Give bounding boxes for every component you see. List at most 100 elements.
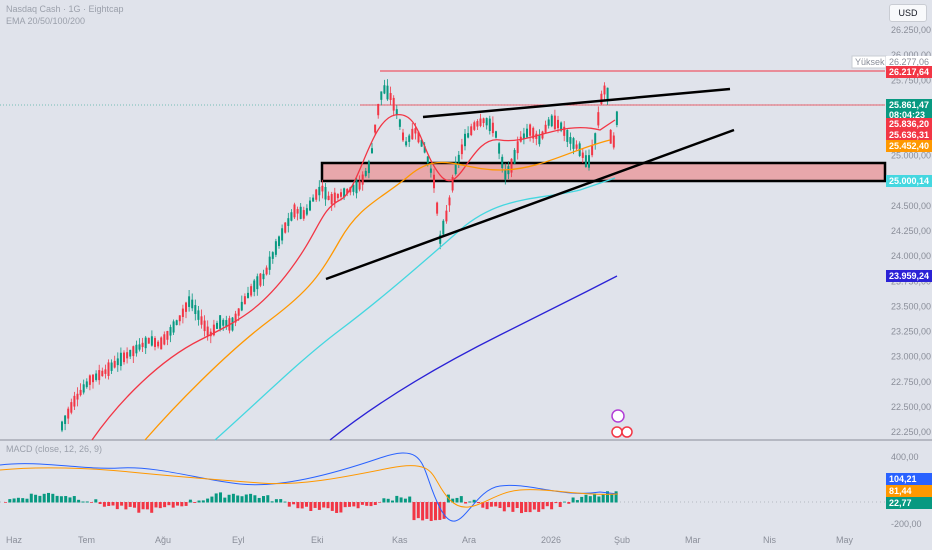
candle-body	[346, 188, 349, 194]
x-tick-label: Eyl	[232, 535, 245, 545]
macd-histogram-bar	[253, 495, 257, 503]
candle-body	[588, 155, 590, 168]
macd-histogram-bar	[528, 502, 532, 513]
histogram-tag: 22,77	[889, 498, 912, 508]
macd-histogram-bar	[249, 493, 253, 503]
candle-body	[237, 308, 240, 316]
macd-histogram-bar	[593, 493, 597, 503]
candle-body	[129, 349, 132, 357]
event-flag-icon	[621, 426, 633, 438]
macd-histogram-bar	[55, 495, 59, 503]
candle-body	[473, 122, 476, 130]
candle-body	[271, 252, 274, 259]
macd-histogram-bar	[459, 496, 463, 503]
candle-body	[324, 187, 327, 200]
macd-histogram-bar	[180, 502, 184, 507]
macd-histogram-bar	[515, 502, 519, 509]
ema20-tag: 25.836,20	[889, 119, 929, 129]
candle-body	[107, 362, 110, 376]
macd-histogram-bar	[206, 498, 210, 503]
macd-histogram-bar	[21, 498, 25, 503]
macd-histogram-bar	[352, 502, 356, 507]
macd-histogram-bar	[360, 502, 364, 505]
candle-body	[485, 118, 488, 126]
macd-histogram-bar	[197, 500, 201, 503]
ema20-tag-bg	[886, 118, 932, 130]
candle-body	[553, 115, 556, 130]
candle-body	[547, 119, 550, 126]
macd-histogram-bar	[356, 502, 360, 509]
macd-histogram-bar	[412, 502, 416, 521]
candle-body	[219, 315, 222, 329]
candle-body	[315, 189, 318, 200]
macd-histogram-bar	[102, 502, 106, 507]
macd-tag-bg	[886, 473, 932, 485]
macd-histogram-bar	[524, 502, 528, 513]
candle-body	[212, 324, 215, 336]
candle-body	[318, 186, 321, 196]
candle-body	[284, 222, 287, 233]
macd-histogram-bar	[257, 497, 261, 503]
y-tick-label: 22.250,00	[891, 427, 931, 437]
candle-body	[454, 161, 457, 175]
macd-histogram-bar	[455, 497, 459, 503]
x-tick-label: Nis	[763, 535, 776, 545]
x-tick-label: Mar	[685, 535, 701, 545]
candle-body	[178, 315, 181, 322]
macd-histogram-bar	[47, 492, 50, 503]
candle-body	[333, 192, 336, 203]
candle-body	[560, 122, 563, 131]
macd-histogram-bar	[244, 494, 248, 503]
candle-body	[600, 93, 603, 104]
macd-histogram-bar	[12, 498, 16, 503]
candle-body	[163, 334, 166, 345]
macd-histogram-bar	[201, 500, 205, 503]
macd-histogram-bar	[550, 502, 554, 510]
candle-body	[243, 296, 246, 305]
candle-body	[206, 326, 209, 336]
candle-body	[240, 301, 243, 311]
candle-body	[584, 155, 587, 167]
candle-body	[61, 421, 63, 431]
macd-histogram-bar	[4, 502, 7, 503]
candle-body	[321, 185, 324, 192]
candle-body	[603, 85, 606, 95]
candle-body	[569, 137, 572, 144]
candle-body	[501, 156, 504, 168]
candle-body	[79, 389, 82, 396]
candle-body	[147, 337, 150, 344]
macd-histogram-bar	[90, 502, 93, 503]
candle-body	[132, 346, 135, 357]
macd-histogram-bar	[343, 502, 347, 508]
support-tag: 25.000,14	[889, 176, 929, 186]
macd-legend: MACD (close, 12, 26, 9)	[6, 444, 102, 454]
candle-body	[414, 128, 417, 134]
candle-body	[510, 158, 513, 173]
candle-body	[395, 109, 398, 115]
candle-body	[417, 131, 420, 143]
candle-body	[460, 144, 463, 155]
symbol-title: Nasdaq Cash · 1G · Eightcap	[6, 4, 124, 14]
candle-body	[374, 124, 377, 133]
candle-body	[299, 206, 302, 219]
macd-histogram-bar	[223, 497, 227, 503]
candle-body	[169, 327, 172, 336]
macd-histogram-bar	[610, 494, 614, 503]
macd-histogram-bar	[29, 493, 33, 503]
candle-body	[144, 337, 147, 349]
macd-histogram-bar	[77, 499, 81, 503]
countdown-tag: 08:04:23	[889, 110, 925, 120]
macd-histogram-bar	[399, 497, 403, 503]
candle-body	[154, 338, 156, 347]
candle-body	[364, 170, 367, 176]
macd-histogram-bar	[111, 502, 115, 506]
macd-histogram-bar	[85, 501, 89, 503]
ema50b-tag: 25.452,40	[889, 141, 929, 151]
macd-histogram-bar	[416, 502, 420, 519]
candle-body	[563, 126, 566, 136]
currency-button[interactable]: USD	[889, 4, 927, 22]
macd-histogram-bar	[545, 502, 549, 507]
candle-body	[544, 124, 547, 133]
candle-body	[157, 341, 160, 347]
